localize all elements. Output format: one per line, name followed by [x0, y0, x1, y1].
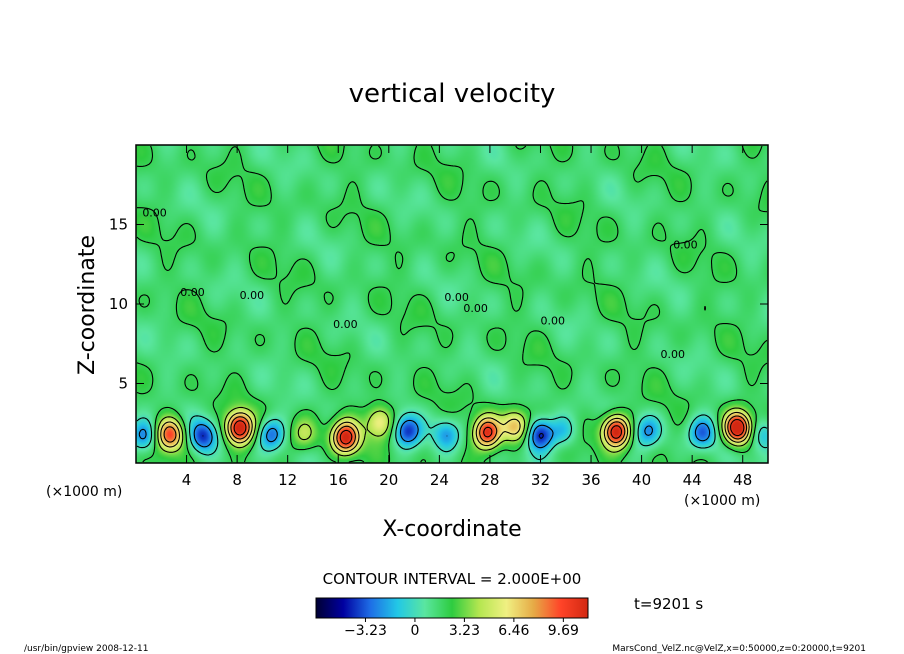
contour-lines: 0.000.00 0.000.000.000.000.000.000.00 [136, 145, 768, 463]
x-tick-label: 4 [182, 471, 192, 489]
x-tick-label: 20 [379, 471, 398, 489]
x-axis-unit-right: (×1000 m) [684, 493, 760, 509]
contour-label: 0.00 [540, 315, 565, 328]
contour-level-4 [157, 406, 753, 457]
y-tick-label: 5 [118, 375, 128, 393]
contour-label: 0.00 [661, 348, 686, 361]
chart-title: vertical velocity [349, 79, 556, 109]
contour-level-0 [136, 411, 768, 461]
x-axis-label: X-coordinate [382, 517, 521, 542]
x-tick-label: 12 [278, 471, 297, 489]
contour-label: 0.00 [180, 286, 205, 299]
x-tick-label: 36 [581, 471, 600, 489]
x-tick-label: 8 [232, 471, 242, 489]
y-ticks: 5 10 15 [109, 216, 768, 393]
contour-level-neg2 [138, 419, 711, 449]
colorbar-tick-label: 3.23 [449, 623, 480, 639]
colorbar-tick-label: −3.23 [344, 623, 387, 639]
x-tick-label: 40 [632, 471, 651, 489]
x-axis-unit-left: (×1000 m) [46, 484, 122, 500]
x-tick-label: 28 [480, 471, 499, 489]
velocity-field [136, 145, 768, 463]
contour-level-6 [160, 411, 750, 453]
contour-level-neg4 [202, 432, 544, 439]
colorbar-tick-label: 6.46 [498, 623, 529, 639]
footer-right: MarsCond_VelZ.nc@VelZ,x=0:50000,z=0:2000… [612, 644, 866, 654]
colorbar-frame [315, 597, 589, 619]
contour-label: 0.00 [240, 289, 265, 302]
colorbar-ticks: −3.23 0 3.23 6.46 9.69 [344, 618, 579, 639]
x-tick-label: 32 [531, 471, 550, 489]
contour-label: 0.00 [463, 302, 488, 315]
time-label: t=9201 s [634, 595, 703, 613]
contour-label: 0.00 [673, 238, 698, 251]
colorbar-gradient [316, 598, 588, 618]
x-tick-label: 16 [329, 471, 348, 489]
contour-level-10 [233, 418, 745, 445]
x-tick-label: 48 [733, 471, 752, 489]
y-tick-label: 10 [109, 295, 128, 313]
contour-interval-label: CONTOUR INTERVAL = 2.000E+00 [323, 570, 582, 588]
contour-label: 0.00 [444, 291, 469, 304]
footer-left: /usr/bin/gpview 2008-12-11 [24, 644, 148, 654]
x-tick-label: 44 [683, 471, 702, 489]
colorbar: −3.23 0 3.23 6.46 9.69 [315, 597, 589, 639]
contour-level-2 [136, 145, 768, 463]
colorbar-tick-label: 9.69 [548, 623, 579, 639]
contour-label: 0.00 [333, 318, 358, 331]
contour-label: 0.00 [142, 207, 167, 220]
x-ticks: 4 8 12 16 20 24 28 32 36 40 44 48 [182, 145, 752, 489]
x-tick-label: 24 [430, 471, 449, 489]
colorbar-tick-label: 0 [410, 623, 419, 639]
contour-level-8 [163, 415, 748, 449]
y-axis-label: Z-coordinate [75, 235, 100, 375]
y-tick-label: 15 [109, 216, 128, 234]
